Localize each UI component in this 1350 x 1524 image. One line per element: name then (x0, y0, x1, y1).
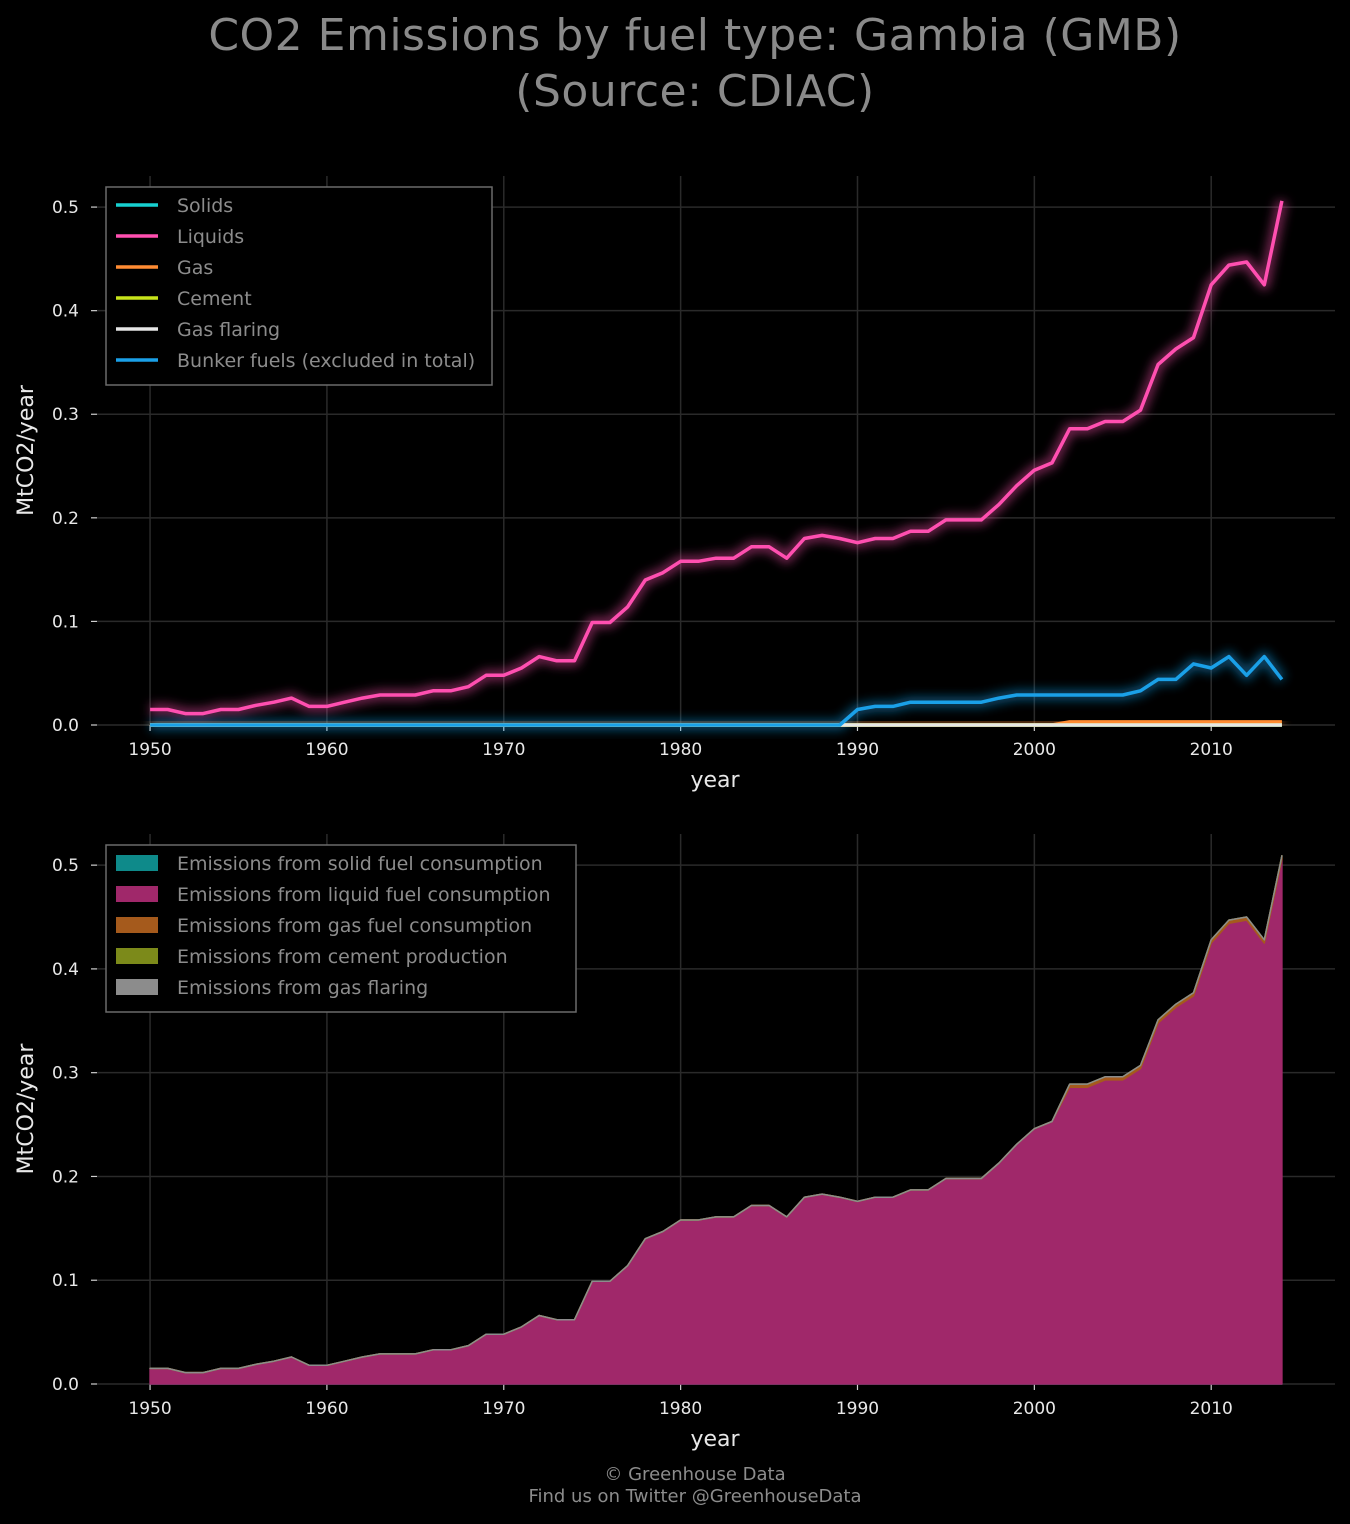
y-tick-label: 0.0 (52, 1375, 79, 1395)
legend-label: Emissions from liquid fuel consumption (177, 884, 551, 906)
legend-label: Gas flaring (177, 319, 280, 341)
y-tick-label: 0.2 (52, 509, 79, 529)
x-tick-label: 2010 (1190, 740, 1233, 760)
legend-swatch (116, 855, 158, 871)
y-tick-label: 0.3 (52, 405, 79, 425)
legend-label: Emissions from solid fuel consumption (177, 853, 543, 875)
chart-title-line2: (Source: CDIAC) (515, 66, 875, 117)
x-tick-label: 1970 (482, 1399, 525, 1419)
line-chart-panel: 1950 1960 1970 1980 1990 2000 2010 0.0 0.1 0.2 0.3… (14, 176, 1335, 793)
footer: © Greenhouse Data Find us on Twitter @Gr… (0, 1464, 1350, 1508)
y-tick-label: 0.5 (52, 198, 79, 218)
chart-title-line1: CO2 Emissions by fuel type: Gambia (GMB) (208, 10, 1182, 61)
y-tick-label: 0.2 (52, 1167, 79, 1187)
x-tick-label: 2000 (1013, 1399, 1056, 1419)
y-axis-label: MtCO2/year (14, 384, 39, 516)
legend-label: Emissions from cement production (177, 946, 508, 968)
y-axis-label: MtCO2/year (14, 1043, 39, 1175)
x-tick-label: 1970 (482, 740, 525, 760)
x-tick-label: 1980 (659, 740, 702, 760)
y-tick-label: 0.5 (52, 856, 79, 876)
x-tick-label: 1960 (305, 1399, 348, 1419)
x-tick-label: 1990 (836, 740, 879, 760)
legend-label: Emissions from gas fuel consumption (177, 915, 532, 937)
area-chart-panel: 1950 1960 1970 1980 1990 2000 2010 0.0 0.1 0.2 0.3… (14, 834, 1335, 1452)
legend-label: Liquids (177, 226, 244, 248)
footer-copyright: © Greenhouse Data (604, 1464, 786, 1485)
legend-label: Cement (177, 288, 252, 310)
legend-swatch (116, 979, 158, 995)
x-tick-label: 2000 (1013, 740, 1056, 760)
y-tick-label: 0.0 (52, 716, 79, 736)
legend-box (105, 186, 493, 386)
y-tick-label: 0.4 (52, 960, 79, 980)
y-tick-label: 0.3 (52, 1064, 79, 1084)
x-tick-label: 1980 (659, 1399, 702, 1419)
legend-swatch (116, 917, 158, 933)
y-tick-label: 0.4 (52, 302, 79, 322)
legend-label: Solids (177, 195, 233, 217)
series-line (150, 200, 1284, 716)
area-series (149, 855, 1283, 1374)
footer-twitter: Find us on Twitter @GreenhouseData (528, 1486, 862, 1507)
x-tick-label: 2010 (1190, 1399, 1233, 1419)
x-tick-label: 1990 (836, 1399, 879, 1419)
legend-swatch (116, 948, 158, 964)
legend-label: Bunker fuels (excluded in total) (177, 350, 475, 372)
x-tick-label: 1950 (128, 1399, 171, 1419)
legend-label: Emissions from gas flaring (177, 977, 428, 999)
series-glow (150, 651, 1287, 731)
legend-swatch (116, 886, 158, 902)
y-tick-label: 0.1 (52, 612, 79, 632)
x-axis-label: year (690, 1427, 740, 1452)
chart-title: CO2 Emissions by fuel type: Gambia (GMB)… (0, 8, 1350, 120)
x-tick-label: 1960 (305, 740, 348, 760)
x-axis-label: year (690, 768, 740, 793)
series-line (150, 654, 1284, 727)
legend-box (105, 844, 577, 1013)
y-tick-label: 0.1 (52, 1271, 79, 1291)
x-tick-label: 1950 (128, 740, 171, 760)
legend-label: Gas (177, 257, 213, 279)
